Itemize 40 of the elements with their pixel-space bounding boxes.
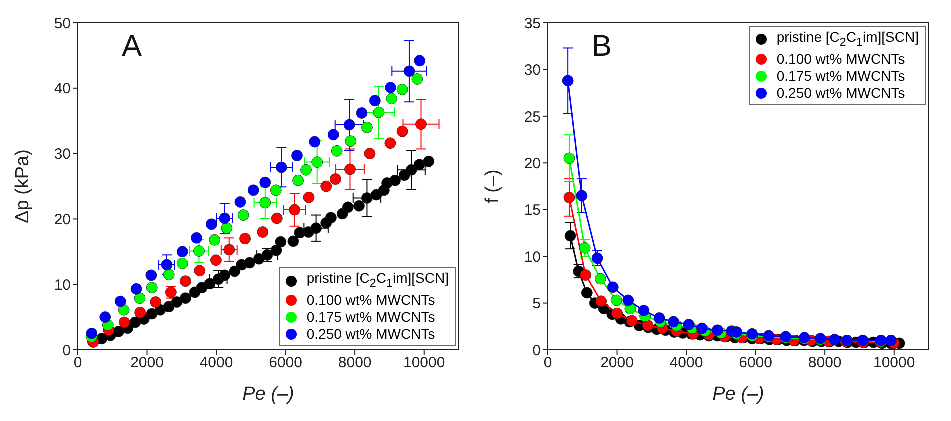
legend-label: pristine [C$_{2}$C$_{1}$im][SCN] (776, 29, 919, 51)
y-tick-label: 20 (524, 155, 541, 172)
x-tick-label: 6000 (739, 354, 773, 372)
x-tick-label: 6000 (269, 354, 303, 372)
y-tick-label: 40 (54, 80, 71, 98)
x-tick-label: 4000 (200, 354, 234, 372)
x-axis-title: Pe (–) (712, 384, 764, 405)
y-tick-label: 10 (524, 248, 541, 266)
x-tick-label: 2000 (130, 354, 164, 372)
y-tick-label: 20 (54, 212, 71, 229)
legend-label: 0.100 wt% MWCNTs (306, 292, 436, 309)
annotation: A (122, 30, 142, 63)
y-tick-label: 10 (54, 276, 71, 294)
y-tick-label: 0 (62, 342, 71, 360)
legend-label: pristine [C$_{2}$C$_{1}$im][SCN] (306, 270, 449, 292)
legend-label: 0.250 wt% MWCNTs (776, 84, 906, 102)
x-tick-label: 8000 (338, 354, 372, 372)
x-tick-label: 8000 (808, 354, 842, 372)
legend-label: 0.100 wt% MWCNTs (776, 50, 906, 68)
y-tick-label: 35 (524, 15, 541, 32)
x-tick-label: 4000 (670, 354, 704, 372)
y-axis-title: f (–) (482, 170, 504, 204)
x-tick-label: 10000 (874, 354, 916, 372)
annotation: B (592, 30, 612, 63)
y-tick-label: 50 (54, 15, 71, 32)
x-tick-label: 0 (544, 354, 552, 372)
y-tick-label: 5 (532, 296, 541, 313)
legend-label: 0.175 wt% MWCNTs (306, 309, 436, 326)
x-axis-title: Pe (–) (242, 384, 294, 405)
y-tick-label: 0 (532, 342, 541, 360)
x-tick-label: 2000 (600, 354, 634, 372)
x-tick-label: 0 (74, 354, 82, 372)
y-tick-label: 15 (524, 202, 541, 220)
y-tick-label: 30 (54, 146, 71, 164)
y-axis-title: Δp (kPa) (12, 150, 34, 224)
x-tick-label: 10000 (404, 354, 446, 372)
legend-label: 0.250 wt% MWCNTs (306, 326, 436, 343)
legend-label: 0.175 wt% MWCNTs (776, 68, 906, 85)
y-tick-label: 30 (524, 62, 541, 80)
y-tick-label: 25 (524, 108, 541, 126)
